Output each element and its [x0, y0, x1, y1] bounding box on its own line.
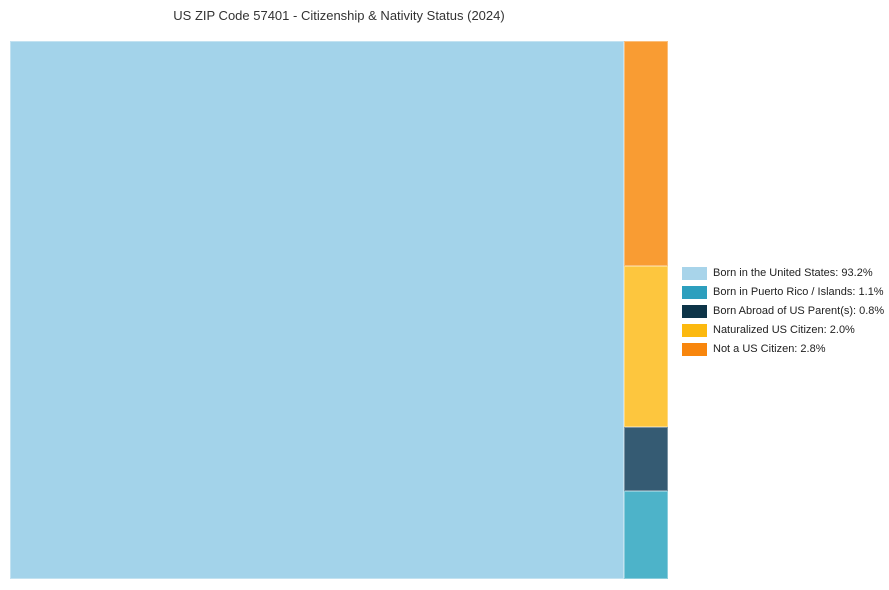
legend-label: Born in the United States: 93.2%: [713, 267, 873, 279]
treemap-cell-born-abroad-of-us-parent-s[interactable]: [624, 427, 668, 491]
legend-label: Not a US Citizen: 2.8%: [713, 343, 826, 355]
legend-label: Naturalized US Citizen: 2.0%: [713, 324, 855, 336]
treemap-cell-born-in-the-united-states[interactable]: [10, 41, 624, 579]
treemap-cell-naturalized-us-citizen[interactable]: [624, 266, 668, 427]
legend-swatch-born-in-puerto-rico-islands: [682, 286, 707, 299]
legend-swatch-not-a-us-citizen: [682, 343, 707, 356]
legend-swatch-naturalized-us-citizen: [682, 324, 707, 337]
legend-item-born-in-the-united-states: Born in the United States: 93.2%: [682, 267, 884, 280]
legend-item-not-a-us-citizen: Not a US Citizen: 2.8%: [682, 343, 884, 356]
chart-title: US ZIP Code 57401 - Citizenship & Nativi…: [173, 8, 505, 23]
legend-item-naturalized-us-citizen: Naturalized US Citizen: 2.0%: [682, 324, 884, 337]
legend-label: Born Abroad of US Parent(s): 0.8%: [713, 305, 885, 317]
legend-swatch-born-abroad-of-us-parent-s: [682, 305, 707, 318]
treemap-cell-born-in-puerto-rico-islands[interactable]: [624, 491, 668, 579]
legend-item-born-abroad-of-us-parent-s: Born Abroad of US Parent(s): 0.8%: [682, 305, 884, 318]
chart-legend: Born in the United States: 93.2% Born in …: [682, 267, 884, 362]
legend-label: Born in Puerto Rico / Islands: 1.1%: [713, 286, 884, 298]
legend-item-born-in-puerto-rico-islands: Born in Puerto Rico / Islands: 1.1%: [682, 286, 884, 299]
legend-swatch-born-in-the-united-states: [682, 267, 707, 280]
treemap-cell-not-a-us-citizen[interactable]: [624, 41, 668, 266]
